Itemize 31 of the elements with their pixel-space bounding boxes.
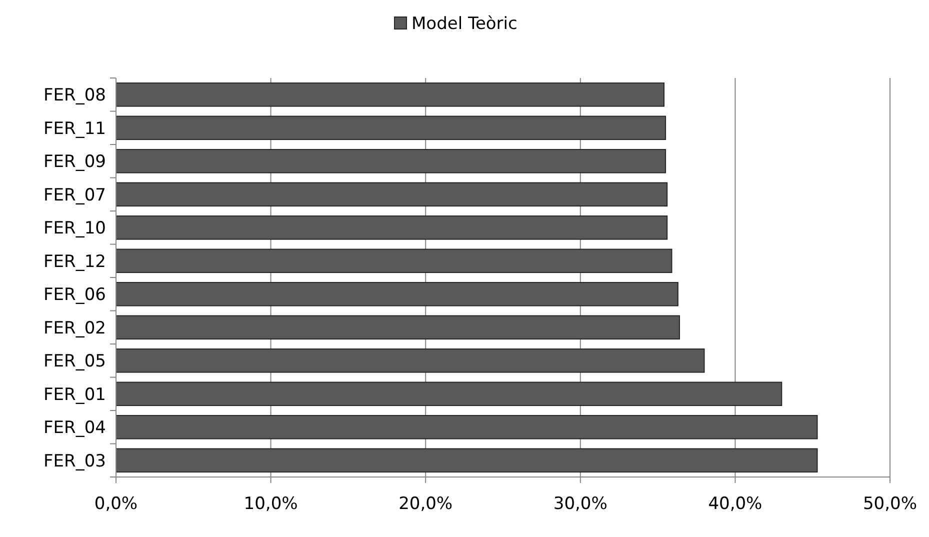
y-tick-label: FER_05 xyxy=(44,352,106,372)
y-tick-label: FER_03 xyxy=(44,451,106,472)
bar xyxy=(116,382,782,406)
x-tick-label: 0,0% xyxy=(94,494,138,514)
bar xyxy=(116,282,678,306)
y-tick-label: FER_08 xyxy=(44,86,106,106)
bar xyxy=(116,448,818,473)
x-tick-label: 30,0% xyxy=(553,494,608,514)
bar xyxy=(116,248,672,274)
y-tick-label: FER_10 xyxy=(44,218,106,239)
bar xyxy=(116,315,680,340)
bar xyxy=(116,215,668,240)
x-tick-label: 40,0% xyxy=(708,494,762,514)
y-tick-label: FER_11 xyxy=(44,118,106,139)
y-tick-label: FER_04 xyxy=(44,418,106,438)
x-tick-label: 20,0% xyxy=(398,494,453,514)
legend-label: Model Teòric xyxy=(412,14,518,34)
y-tick-label: FER_12 xyxy=(44,252,106,272)
x-tick-label: 50,0% xyxy=(862,494,918,514)
y-tick-label: FER_01 xyxy=(44,384,106,405)
bar xyxy=(116,82,664,107)
bar xyxy=(116,348,705,373)
y-tick-label: FER_06 xyxy=(44,285,106,306)
bar xyxy=(116,148,666,174)
bar xyxy=(116,414,818,440)
bar xyxy=(116,182,668,207)
y-tick-label: FER_02 xyxy=(44,318,106,338)
y-tick-label: FER_09 xyxy=(44,152,106,172)
x-tick-label: 10,0% xyxy=(244,494,298,514)
y-tick-label: FER_07 xyxy=(44,185,106,206)
bar xyxy=(116,116,666,140)
